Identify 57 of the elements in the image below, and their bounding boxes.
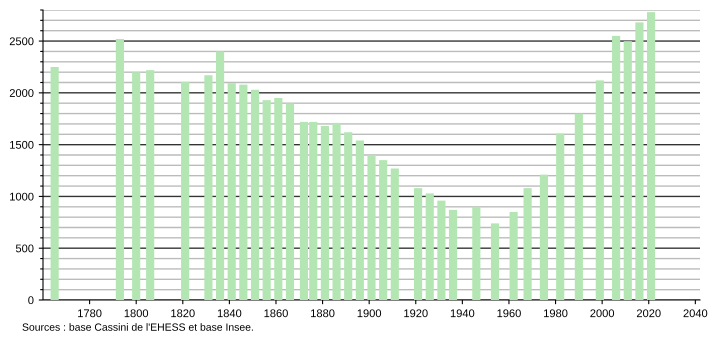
bar xyxy=(181,81,190,300)
bar xyxy=(646,12,656,300)
bar xyxy=(524,188,532,300)
bar xyxy=(50,66,59,300)
bar xyxy=(250,90,260,300)
bar xyxy=(262,100,271,300)
x-tick-label: 1880 xyxy=(311,309,334,318)
bar xyxy=(448,210,458,300)
bar xyxy=(320,126,329,300)
bar xyxy=(426,193,434,300)
bar xyxy=(612,36,620,300)
bar xyxy=(239,84,248,300)
x-tick-label: 1860 xyxy=(264,309,288,318)
bar xyxy=(332,122,341,300)
bar xyxy=(556,133,564,300)
bar xyxy=(216,51,224,300)
bar xyxy=(414,188,422,300)
y-tick-label: 1500 xyxy=(10,140,34,149)
bar xyxy=(204,75,212,300)
bar xyxy=(116,39,124,300)
x-tick-label: 2040 xyxy=(684,309,708,318)
y-tick-label: 500 xyxy=(16,244,34,252)
bar xyxy=(635,22,644,300)
bar xyxy=(367,155,376,300)
bar xyxy=(274,98,282,300)
x-tick-label: 2000 xyxy=(590,309,614,318)
x-tick-label: 1820 xyxy=(171,309,195,318)
bar xyxy=(356,140,364,300)
x-tick-label: 1980 xyxy=(544,309,568,318)
bar xyxy=(146,70,154,300)
bar xyxy=(510,212,518,300)
bar xyxy=(596,80,604,300)
bar xyxy=(286,103,294,300)
x-tick-label: 2020 xyxy=(636,309,661,318)
source-note: Sources : base Cassini de l'EHESS et base Insee. xyxy=(22,323,253,331)
x-tick-label: 1900 xyxy=(358,309,382,318)
bar xyxy=(490,223,500,300)
y-tick-label: 2500 xyxy=(10,37,34,46)
bar xyxy=(540,174,548,300)
bar xyxy=(574,114,583,300)
bar xyxy=(390,168,399,300)
bar xyxy=(228,84,236,300)
bar xyxy=(379,160,388,300)
x-tick-label: 1920 xyxy=(404,309,428,318)
bar xyxy=(132,72,140,300)
bar xyxy=(344,132,352,300)
x-tick-label: 1800 xyxy=(124,309,148,318)
y-tick-label: 2000 xyxy=(10,89,34,97)
bar xyxy=(437,200,446,300)
x-tick-label: 1780 xyxy=(78,309,102,318)
y-tick-label: 1000 xyxy=(10,192,34,201)
y-tick-label: 0 xyxy=(28,296,34,304)
bar xyxy=(472,206,480,300)
x-tick-label: 1940 xyxy=(450,309,474,318)
bar xyxy=(624,41,632,300)
x-tick-label: 1840 xyxy=(218,309,242,318)
x-tick-label: 1960 xyxy=(497,309,521,318)
